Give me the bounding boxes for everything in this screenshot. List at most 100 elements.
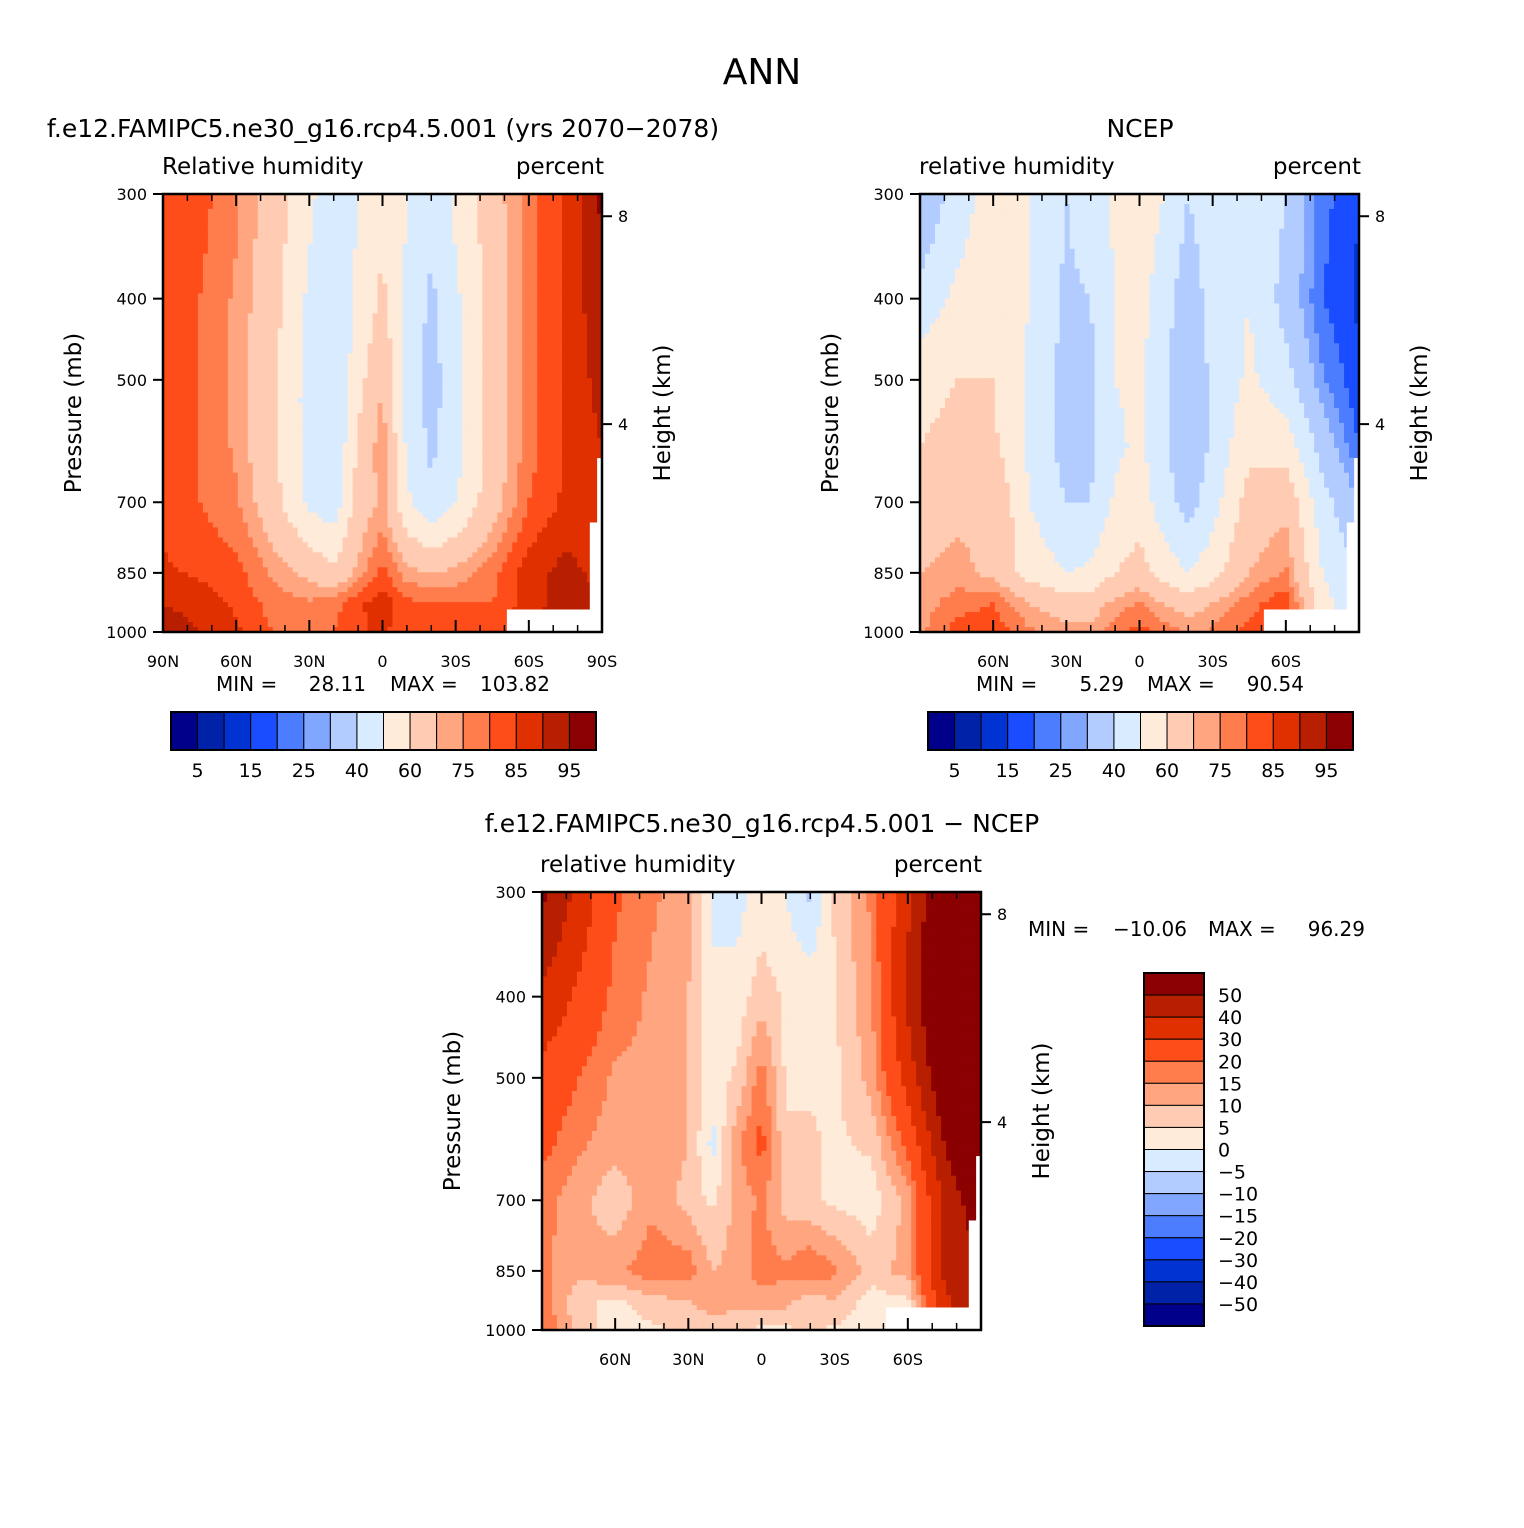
contour-cell	[517, 313, 523, 319]
contour-cell	[268, 378, 274, 384]
contour-cell	[213, 289, 219, 295]
contour-cell	[173, 443, 179, 449]
contour-cell	[183, 353, 189, 359]
contour-cell	[547, 378, 553, 384]
contour-cell	[522, 383, 528, 389]
contour-cell	[557, 378, 563, 384]
contour-cell	[273, 438, 279, 444]
contour-cell	[303, 333, 309, 339]
contour-cell	[293, 418, 299, 424]
contour-cell	[587, 308, 593, 314]
contour-cell	[402, 438, 408, 444]
contour-cell	[387, 219, 393, 225]
contour-cell	[228, 308, 234, 314]
contour-cell	[358, 388, 364, 394]
contour-cell	[178, 333, 184, 339]
contour-cell	[233, 423, 239, 429]
contour-cell	[308, 378, 314, 384]
contour-cell	[497, 299, 503, 305]
contour-cell	[472, 428, 478, 434]
contour-cell	[293, 209, 299, 215]
contour-cell	[537, 463, 543, 469]
contour-cell	[363, 353, 369, 359]
contour-cell	[547, 413, 553, 419]
contour-cell	[392, 308, 398, 314]
contour-cell	[258, 353, 264, 359]
contour-cell	[178, 343, 184, 349]
contour-cell	[218, 304, 224, 310]
contour-cell	[228, 403, 234, 409]
contour-cell	[313, 294, 319, 300]
contour-cell	[452, 453, 458, 459]
contour-cell	[283, 368, 289, 374]
contour-cell	[502, 383, 508, 389]
contour-cell	[507, 214, 513, 220]
contour-cell	[378, 274, 384, 280]
contour-cell	[383, 274, 389, 280]
contour-cell	[517, 358, 523, 364]
contour-cell	[527, 289, 533, 295]
contour-cell	[263, 428, 269, 434]
contour-cell	[248, 463, 254, 469]
contour-cell	[343, 279, 349, 285]
contour-cell	[333, 443, 339, 449]
contour-cell	[203, 318, 209, 324]
contour-cell	[263, 259, 269, 265]
contour-cell	[208, 348, 214, 354]
contour-cell	[437, 308, 443, 314]
contour-cell	[487, 323, 493, 329]
contour-cell	[407, 448, 413, 454]
contour-cell	[542, 299, 548, 305]
contour-cell	[183, 363, 189, 369]
contour-cell	[452, 403, 458, 409]
contour-cell	[278, 383, 284, 389]
contour-cell	[228, 333, 234, 339]
contour-cell	[412, 338, 418, 344]
contour-cell	[522, 438, 528, 444]
contour-cell	[447, 418, 453, 424]
contour-cell	[392, 453, 398, 459]
contour-cell	[422, 299, 428, 305]
contour-cell	[592, 428, 598, 434]
contour-cell	[378, 438, 384, 444]
contour-cell	[333, 383, 339, 389]
contour-cell	[492, 328, 498, 334]
contour-cell	[378, 408, 384, 414]
contour-cell	[477, 423, 483, 429]
contour-cell	[348, 368, 354, 374]
contour-cell	[318, 413, 324, 419]
contour-cell	[502, 458, 508, 464]
contour-cell	[258, 259, 264, 265]
contour-cell	[223, 403, 229, 409]
contour-cell	[313, 343, 319, 349]
contour-cell	[397, 398, 403, 404]
contour-cell	[507, 428, 513, 434]
contour-cell	[343, 323, 349, 329]
contour-cell	[373, 413, 379, 419]
contour-cell	[397, 264, 403, 270]
contour-cell	[502, 209, 508, 215]
contour-cell	[477, 229, 483, 235]
contour-cell	[572, 378, 578, 384]
contour-cell	[343, 214, 349, 220]
contour-cell	[497, 304, 503, 310]
contour-cell	[502, 343, 508, 349]
contour-cell	[283, 418, 289, 424]
contour-cell	[592, 214, 598, 220]
contour-cell	[517, 433, 523, 439]
contour-cell	[582, 279, 588, 285]
contour-cell	[323, 353, 329, 359]
contour-cell	[248, 448, 254, 454]
contour-cell	[582, 383, 588, 389]
contour-cell	[587, 428, 593, 434]
contour-cell	[213, 318, 219, 324]
contour-cell	[308, 423, 314, 429]
contour-cell	[373, 428, 379, 434]
contour-cell	[587, 214, 593, 220]
contour-cell	[527, 318, 533, 324]
contour-cell	[308, 353, 314, 359]
contour-cell	[432, 393, 438, 399]
contour-cell	[437, 388, 443, 394]
contour-cell	[218, 259, 224, 265]
contour-cell	[402, 453, 408, 459]
